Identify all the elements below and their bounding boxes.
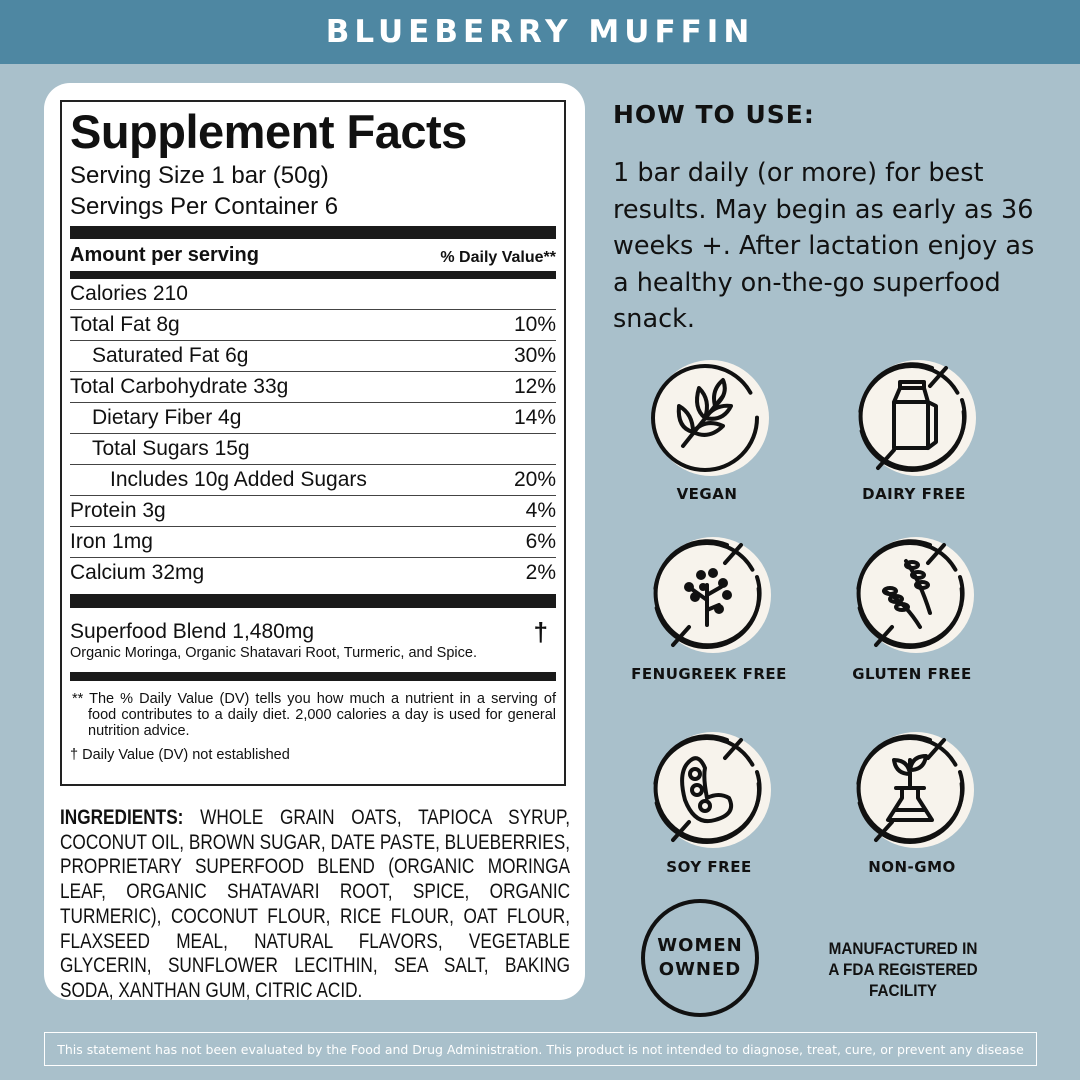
badge-label: NON-GMO — [868, 858, 956, 876]
fda-disclaimer: This statement has not been evaluated by… — [44, 1032, 1037, 1066]
badge-fenugreek-free — [607, 533, 807, 657]
fda-line2: A FDA REGISTERED — [828, 960, 978, 979]
nutrient-dv: 10% — [513, 313, 556, 336]
how-to-use-text: 1 bar daily (or more) for best results. … — [613, 158, 1035, 334]
flask-plant-icon — [856, 732, 974, 848]
ingredients-block: INGREDIENTS: WHOLE GRAIN OATS, TAPIOCA S… — [60, 806, 570, 1004]
soybean-icon — [653, 732, 771, 848]
footnote-dagger: † Daily Value (DV) not established — [70, 747, 290, 763]
ingredients-text: WHOLE GRAIN OATS, TAPIOCA SYRUP, COCONUT… — [60, 806, 570, 1002]
nutrient-label: Total Carbohydrate 33g — [70, 375, 289, 398]
nutrient-label: Total Sugars 15g — [92, 437, 250, 460]
blend-label: Superfood Blend 1,480mg — [70, 620, 315, 643]
nutrient-dv: 2% — [525, 561, 556, 584]
nutrient-dv: 6% — [525, 530, 556, 553]
blend-dagger: † — [533, 617, 548, 647]
facts-title: Supplement Facts — [70, 105, 467, 158]
nutrient-dv: 14% — [513, 406, 556, 429]
fenugreek-plant-icon — [653, 537, 771, 653]
milk-carton-icon — [858, 360, 976, 476]
nutrient-row: Total Carbohydrate 33g 12% — [70, 372, 556, 403]
nutrient-row: Calories 210 — [70, 279, 556, 310]
divider — [70, 226, 556, 239]
badge-label: FENUGREEK FREE — [631, 665, 787, 683]
nutrient-row: Dietary Fiber 4g 14% — [70, 403, 556, 434]
nutrient-label: Calories 210 — [70, 282, 188, 305]
nutrient-label: Protein 3g — [70, 499, 166, 522]
label-card: Supplement Facts Serving Size 1 bar (50g… — [44, 83, 585, 1002]
divider — [70, 594, 556, 608]
nutrient-dv: 30% — [513, 344, 556, 367]
badge-gluten-free — [810, 533, 1010, 657]
servings-per-container: Servings Per Container 6 — [70, 193, 339, 220]
nutrient-row: Iron 1mg 6% — [70, 527, 556, 558]
badge-dairy-free — [812, 356, 1012, 480]
dv-label: % Daily Value** — [440, 249, 556, 266]
badge-label: DAIRY FREE — [862, 485, 966, 503]
header-banner: BLUEBERRY MUFFIN — [0, 0, 1080, 64]
blend-ingredients: Organic Moringa, Organic Shatavari Root,… — [70, 645, 477, 661]
badge-label: SOY FREE — [666, 858, 752, 876]
ingredients-label: INGREDIENTS: — [60, 806, 184, 829]
serving-size: Serving Size 1 bar (50g) — [70, 162, 329, 189]
superfood-blend-row: Superfood Blend 1,480mg † — [70, 617, 556, 647]
women-owned-line2: OWNED — [658, 959, 742, 980]
nutrient-row: Total Sugars 15g — [70, 434, 556, 465]
women-owned-line1: WOMEN — [657, 935, 743, 956]
leaf-icon — [651, 360, 769, 476]
nutrient-label: Iron 1mg — [70, 530, 153, 553]
nutrient-label: Dietary Fiber 4g — [92, 406, 242, 429]
nutrient-dv: 4% — [525, 499, 556, 522]
fda-line3: FACILITY — [868, 981, 938, 1000]
nutrient-label: Saturated Fat 6g — [92, 344, 249, 367]
divider — [70, 672, 556, 681]
amount-header: Amount per serving % Daily Value** — [70, 239, 556, 279]
amount-label: Amount per serving — [70, 244, 259, 266]
nutrient-rows: Calories 210 Total Fat 8g 10% Saturated Fat… — [70, 279, 556, 588]
wheat-icon — [856, 537, 974, 653]
badge-vegan — [605, 356, 805, 480]
product-flavor-title: BLUEBERRY MUFFIN — [325, 14, 755, 50]
nutrient-label: Total Fat 8g — [70, 313, 180, 336]
nutrient-row: Includes 10g Added Sugars 20% — [70, 465, 556, 496]
nutrient-dv: 12% — [513, 375, 556, 398]
nutrient-row: Protein 3g 4% — [70, 496, 556, 527]
fda-line1: MANUFACTURED IN — [828, 939, 978, 958]
badge-soy-free — [607, 728, 807, 852]
nutrient-row: Saturated Fat 6g 30% — [70, 341, 556, 372]
badge-label: VEGAN — [676, 485, 738, 503]
footnote-daily-value: ** The % Daily Value (DV) tells you how … — [72, 691, 556, 739]
badge-non-gmo — [810, 728, 1010, 852]
badge-label: GLUTEN FREE — [852, 665, 972, 683]
nutrient-row: Total Fat 8g 10% — [70, 310, 556, 341]
supplement-facts-panel: Supplement Facts Serving Size 1 bar (50g… — [60, 100, 566, 786]
fda-facility-note: MANUFACTURED IN A FDA REGISTERED FACILIT… — [818, 938, 989, 1001]
nutrient-dv: 20% — [513, 468, 556, 491]
nutrient-label: Calcium 32mg — [70, 561, 205, 584]
women-owned-badge: WOMEN OWNED — [641, 899, 759, 1017]
nutrient-row: Calcium 32mg 2% — [70, 558, 556, 588]
how-to-use-title: HOW TO USE: — [613, 100, 815, 129]
nutrient-label: Includes 10g Added Sugars — [110, 468, 367, 491]
